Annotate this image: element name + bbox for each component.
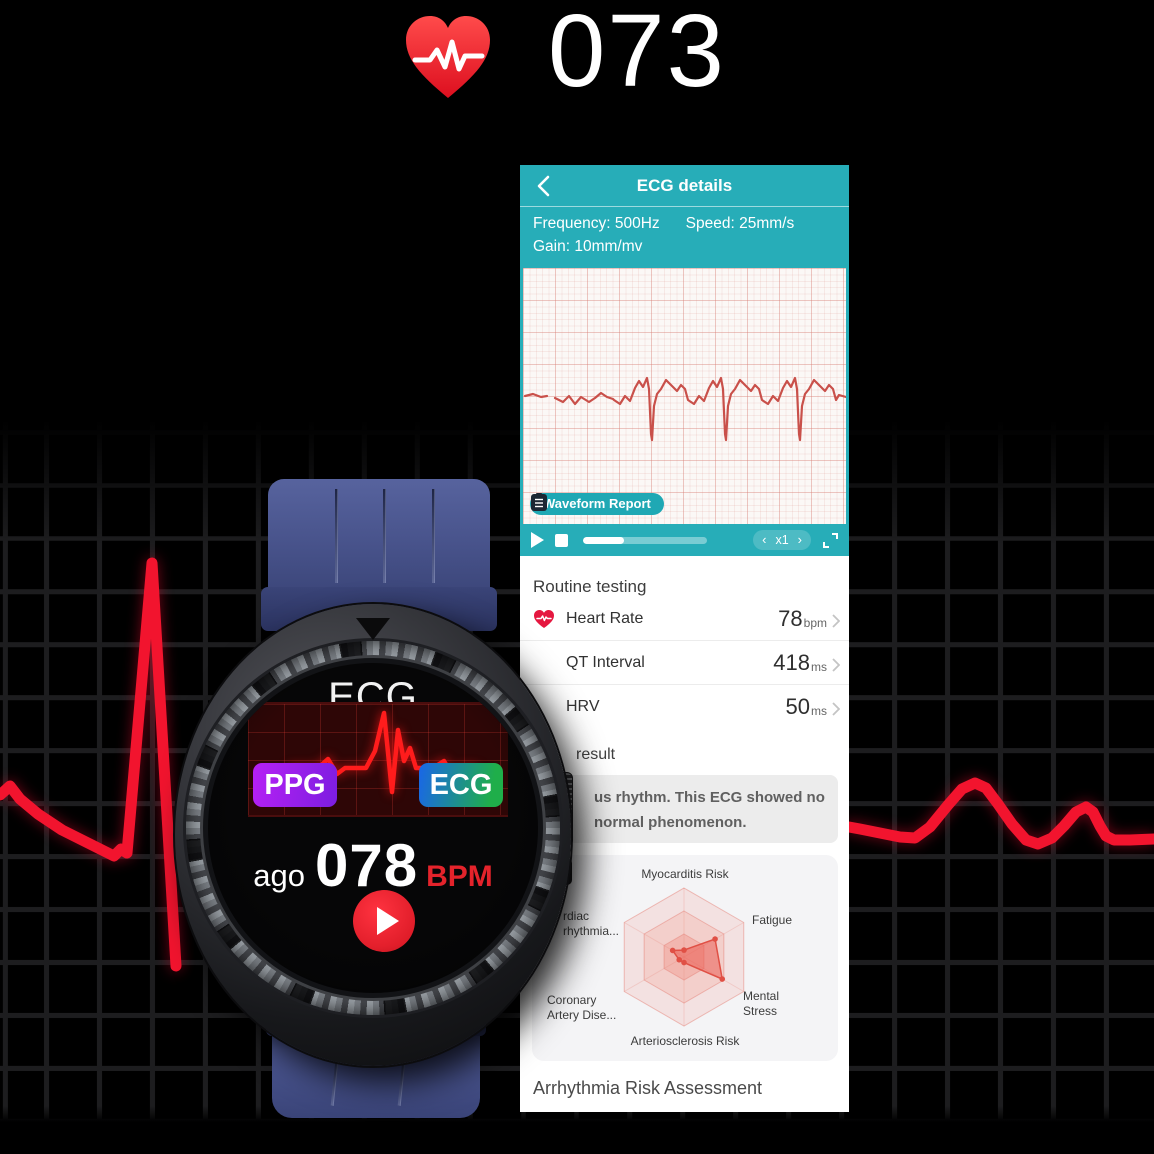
result-title: result — [576, 746, 616, 763]
row-unit: ms — [811, 704, 827, 718]
progress-bar[interactable] — [583, 536, 707, 544]
ecg-button[interactable]: ECG — [419, 763, 503, 807]
speed-prev-icon[interactable]: ‹ — [762, 532, 767, 547]
risk-radar-card: Myocarditis Risk Fatigue Mental Stress A… — [532, 855, 838, 1061]
stop-icon[interactable] — [555, 533, 568, 547]
clipboard-icon — [531, 493, 547, 511]
radar-label-arteriosclerosis: Arteriosclerosis Risk — [630, 1034, 740, 1048]
chevron-left-icon — [537, 175, 550, 197]
recording-meta: Frequency: 500Hz Speed: 25mm/s Gain: 10mm… — [520, 207, 849, 268]
bpm-unit: BPM — [426, 860, 493, 893]
radar-label-mental-stress: Mental Stress — [743, 989, 780, 1018]
ago-label: ago — [253, 858, 305, 893]
row-value: 50 — [785, 694, 810, 719]
playback-bar: ‹ x1 › — [520, 524, 849, 556]
arrhythmia-assessment-title: Arrhythmia Risk Assessment — [533, 1078, 763, 1098]
play-icon — [376, 907, 399, 935]
row-unit: bpm — [803, 615, 827, 630]
radar-label-fatigue: Fatigue — [752, 913, 793, 927]
row-value: 418 — [773, 649, 810, 675]
heart-rate-value: 073 — [548, 0, 726, 108]
chevron-right-icon — [832, 702, 840, 716]
heart-icon — [534, 609, 554, 628]
watch-play-button[interactable] — [353, 890, 415, 952]
player-progress-fill — [583, 536, 624, 544]
radar-label-coronary: Coronary Artery Dise... — [547, 993, 617, 1022]
row-label: QT Interval — [566, 653, 645, 671]
ecg-strip-chart: Waveform Report — [520, 268, 849, 524]
result-box: us rhythm. This ECG showed no normal phe… — [532, 775, 838, 843]
watch-bpm-row: ago 078 BPM — [208, 831, 538, 900]
result-line1: us rhythm. This ECG showed no — [594, 789, 825, 806]
row-label: HRV — [566, 698, 600, 715]
row-heart-rate[interactable]: Heart Rate 78 bpm — [520, 597, 849, 641]
heart-pulse-icon — [406, 16, 490, 98]
speed-control[interactable]: ‹ x1 › — [753, 530, 811, 550]
watch-screen: ECG PPG ECG ago 078 BPM — [203, 658, 543, 998]
result-line2: normal phenomenon. — [594, 814, 747, 831]
chevron-right-icon — [832, 657, 840, 672]
waveform-report-button[interactable]: Waveform Report — [530, 493, 664, 515]
radar-label-cardiac-arrhythmia: rdiac rhythmia... — [563, 909, 620, 938]
risk-radar-chart — [623, 887, 745, 1027]
expand-icon[interactable] — [823, 532, 838, 548]
heart-rate-banner: 073 — [0, 0, 1154, 120]
chevron-right-icon — [832, 613, 840, 628]
bezel-triangle-marker — [356, 618, 390, 640]
meta-gain: Gain: 10mm/mv — [533, 238, 643, 255]
row-qt-interval[interactable]: QT Interval 418 ms — [520, 641, 849, 685]
play-icon[interactable] — [531, 532, 544, 548]
row-unit: ms — [811, 659, 827, 674]
speed-next-icon[interactable]: › — [797, 532, 802, 547]
row-label: Heart Rate — [566, 609, 644, 627]
app-title: ECG details — [636, 175, 733, 195]
meta-speed: Speed: 25mm/s — [685, 215, 795, 232]
ecg-app-panel: ECG details Frequency: 500Hz Speed: 25mm/… — [520, 165, 849, 1112]
bpm-value: 078 — [314, 832, 419, 899]
ppg-button[interactable]: PPG — [253, 763, 337, 807]
row-value: 78 — [778, 605, 803, 631]
speed-label: x1 — [775, 533, 789, 547]
app-header: ECG details — [520, 165, 849, 207]
meta-frequency: Frequency: 500Hz — [533, 215, 660, 232]
back-button[interactable] — [530, 173, 556, 199]
radar-label-myocarditis: Myocarditis Risk — [641, 867, 729, 881]
routine-testing-title: Routine testing — [533, 577, 647, 596]
row-hrv[interactable]: HRV 50 ms — [520, 685, 849, 729]
ecg-trace — [523, 376, 846, 442]
